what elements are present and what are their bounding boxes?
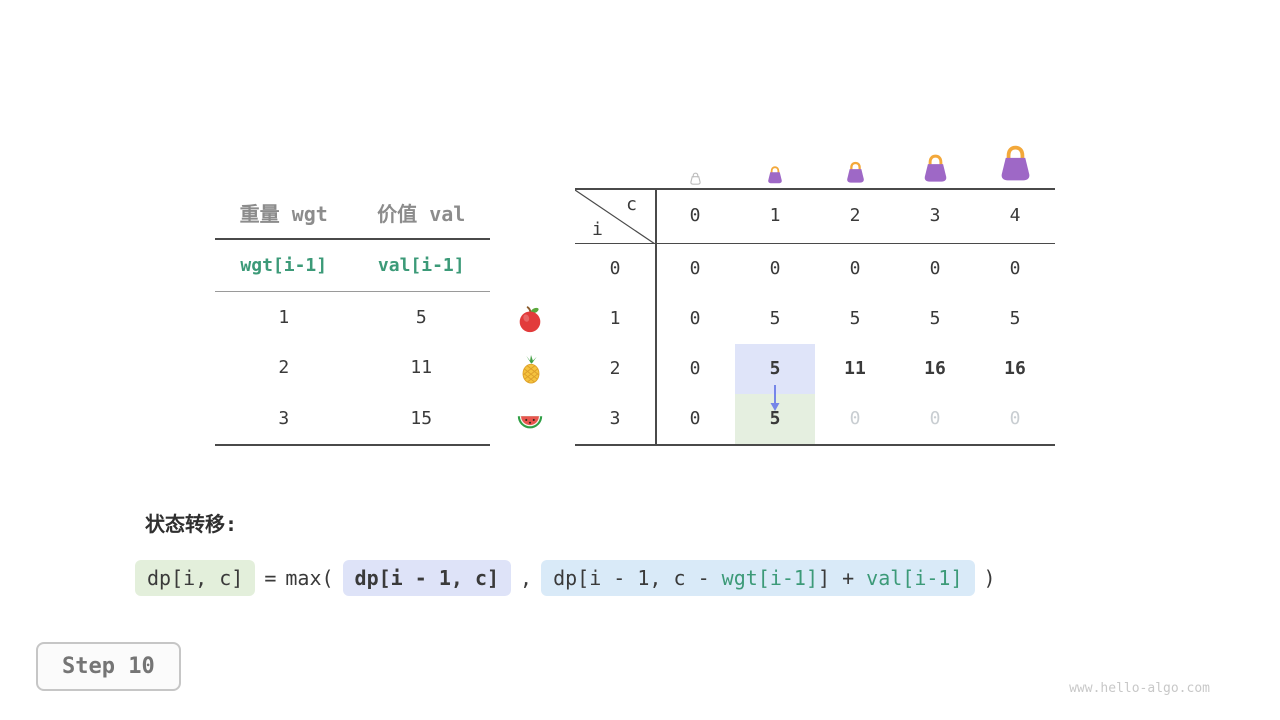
dp-cell: 0 <box>769 258 781 279</box>
dp-cell: 0 <box>849 408 861 429</box>
wgt-var-label: wgt[i-1] <box>240 255 328 276</box>
corner-cell: c i <box>575 190 655 244</box>
item-table-var-row: wgt[i-1] val[i-1] <box>215 240 490 292</box>
formula-lhs: dp[i, c] <box>135 560 256 596</box>
transition-section-title: 状态转移: <box>145 512 238 536</box>
transition-arrow-icon <box>770 385 780 411</box>
col-header: 4 <box>1009 205 1021 226</box>
col-header: 3 <box>929 205 941 226</box>
item-value: 15 <box>410 408 433 430</box>
dp-cell: 0 <box>929 408 941 429</box>
dp-cell: 0 <box>849 258 861 279</box>
dp-cell: 0 <box>689 308 701 329</box>
formula-arg2: dp[i - 1, c - wgt[i-1]] + val[i-1] <box>541 560 975 596</box>
dp-row: 2 0 5 11 16 16 <box>575 344 1055 394</box>
item-value: 5 <box>415 306 427 328</box>
bag-outline-icon <box>688 171 703 186</box>
dp-cell: 0 <box>689 258 701 279</box>
item-table-rows: 1 5 2 11 3 15 <box>215 292 490 444</box>
arg2-wgt: wgt[i-1] <box>721 566 818 590</box>
arg2-mid: ] + <box>818 566 867 590</box>
dp-cell: 16 <box>1004 358 1026 379</box>
val-var-label: val[i-1] <box>377 255 465 276</box>
item-row: 2 11 <box>215 343 490 394</box>
close-paren: ) <box>983 566 996 590</box>
dp-row: 3 0 5 0 0 0 <box>575 394 1055 444</box>
col-header: 1 <box>769 205 781 226</box>
value-column-header: 价值 val <box>377 201 466 226</box>
item-row: 1 5 <box>215 292 490 343</box>
dp-cell: 16 <box>924 358 946 379</box>
dp-cell: 5 <box>1009 308 1021 329</box>
diagonal-divider-icon <box>575 190 655 244</box>
dp-cell: 0 <box>1009 408 1021 429</box>
site-watermark: www.hello-algo.com <box>1069 681 1210 696</box>
bag-medium-icon <box>842 159 869 186</box>
step-badge: Step 10 <box>36 642 181 691</box>
dp-cell: 0 <box>1009 258 1021 279</box>
apple-icon <box>515 304 545 334</box>
dp-cell: 0 <box>689 358 701 379</box>
comma: , <box>520 566 533 590</box>
dp-table-header: c i 0 1 2 3 4 <box>575 190 1055 244</box>
row-index-label: 3 <box>609 408 621 429</box>
max-open: max( <box>285 566 334 590</box>
item-weight: 3 <box>278 408 290 430</box>
item-weight: 2 <box>278 357 290 379</box>
bag-xlarge-icon <box>993 141 1038 186</box>
dp-table: c i 0 1 2 3 4 0 0 0 0 0 0 1 0 5 5 5 5 2 <box>575 188 1055 446</box>
dp-cell: 0 <box>929 258 941 279</box>
dp-cell: 5 <box>929 308 941 329</box>
item-weight: 1 <box>278 306 290 328</box>
dp-cell: 11 <box>844 358 866 379</box>
dp-cell: 0 <box>689 408 701 429</box>
row-label-divider <box>655 190 657 444</box>
row-index-label: 0 <box>609 258 621 279</box>
pineapple-icon <box>516 354 546 384</box>
arg2-val: val[i-1] <box>866 566 963 590</box>
item-value: 11 <box>410 357 433 379</box>
bag-small-icon <box>764 164 786 186</box>
weight-column-header: 重量 wgt <box>239 201 328 226</box>
dp-cell: 5 <box>769 308 781 329</box>
item-table: 重量 wgt 价值 val wgt[i-1] val[i-1] 1 5 2 11… <box>215 186 490 446</box>
equals-sign: = <box>264 566 277 590</box>
capacity-axis-label: c <box>626 194 637 215</box>
formula-arg1: dp[i - 1, c] <box>342 560 512 596</box>
col-header: 2 <box>849 205 861 226</box>
item-axis-label: i <box>592 219 603 240</box>
dp-cell: 5 <box>849 308 861 329</box>
item-row: 3 15 <box>215 393 490 444</box>
state-transition-formula: dp[i, c] = max( dp[i - 1, c] , dp[i - 1,… <box>135 560 996 596</box>
row-index-label: 1 <box>609 308 621 329</box>
arg2-prefix: dp[i - 1, c - <box>553 566 722 590</box>
dp-row: 0 0 0 0 0 0 <box>575 244 1055 294</box>
item-table-header: 重量 wgt 价值 val <box>215 186 490 240</box>
watermelon-icon <box>515 404 545 434</box>
row-index-label: 2 <box>609 358 621 379</box>
col-header: 0 <box>689 205 701 226</box>
dp-row: 1 0 5 5 5 5 <box>575 294 1055 344</box>
bag-large-icon <box>918 151 953 186</box>
